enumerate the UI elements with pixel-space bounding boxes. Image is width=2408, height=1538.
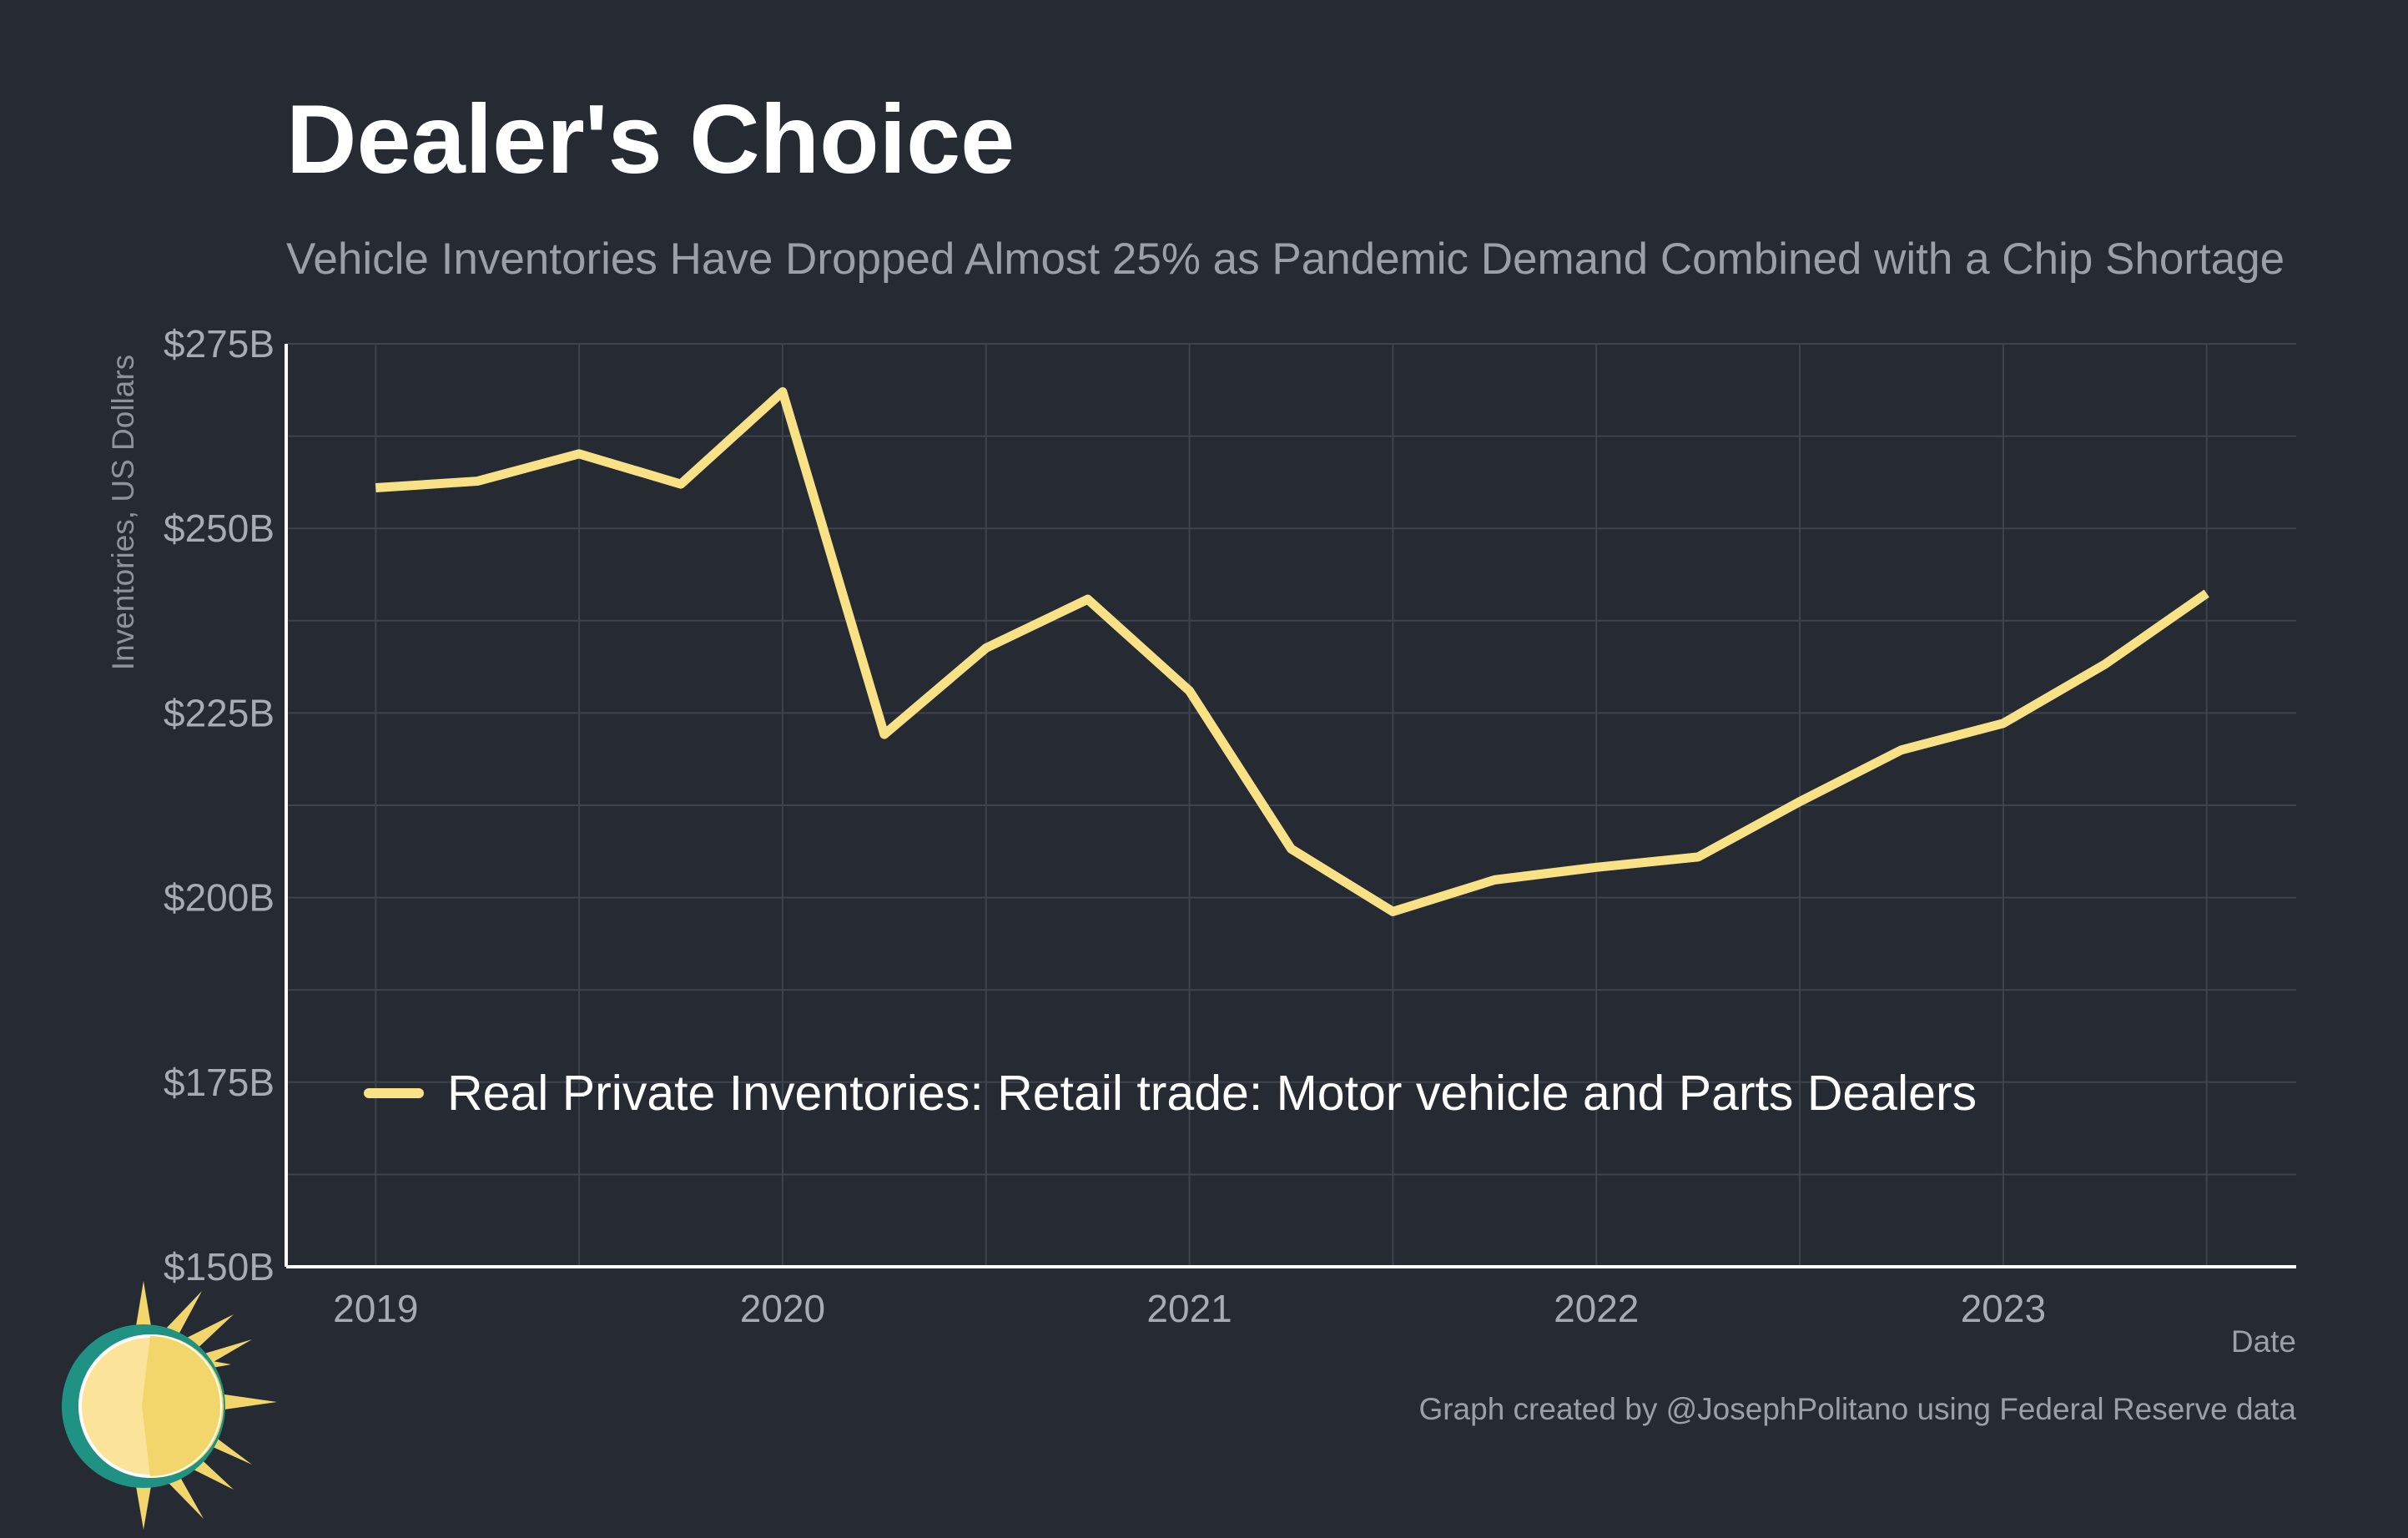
y-tick-label: $225B xyxy=(164,691,275,734)
chart-title: Dealer's Choice xyxy=(286,84,1015,194)
x-tick-label: 2021 xyxy=(1146,1287,1232,1330)
y-tick-label: $150B xyxy=(164,1245,275,1288)
y-tick-label: $175B xyxy=(164,1061,275,1104)
series-line xyxy=(375,387,2209,916)
x-tick-label: 2022 xyxy=(1554,1287,1639,1330)
credit-text: Graph created by @JosephPolitano using F… xyxy=(1418,1392,2296,1426)
sun-icon xyxy=(62,1281,277,1530)
y-axis-label: Inventories, US Dollars xyxy=(106,355,140,670)
gridlines xyxy=(286,343,2296,1268)
x-axis-label: Date xyxy=(2231,1324,2296,1359)
chart-subtitle: Vehicle Inventories Have Dropped Almost … xyxy=(286,234,2285,284)
legend: Real Private Inventories: Retail trade: … xyxy=(364,1066,1977,1121)
legend-label: Real Private Inventories: Retail trade: … xyxy=(447,1066,1977,1121)
x-tick-label: 2019 xyxy=(333,1287,418,1330)
y-tick-labels: $150B $175B $200B $225B $250B $275B xyxy=(164,322,275,1288)
series-lines xyxy=(375,387,2209,916)
x-tick-label: 2020 xyxy=(740,1287,825,1330)
y-tick-label: $200B xyxy=(164,876,275,920)
x-tick-labels: 2019 2020 2021 2022 2023 xyxy=(333,1287,2046,1330)
y-tick-label: $275B xyxy=(164,322,275,366)
x-tick-label: 2023 xyxy=(1961,1287,2046,1330)
axes xyxy=(285,344,2296,1268)
y-tick-label: $250B xyxy=(164,507,275,550)
